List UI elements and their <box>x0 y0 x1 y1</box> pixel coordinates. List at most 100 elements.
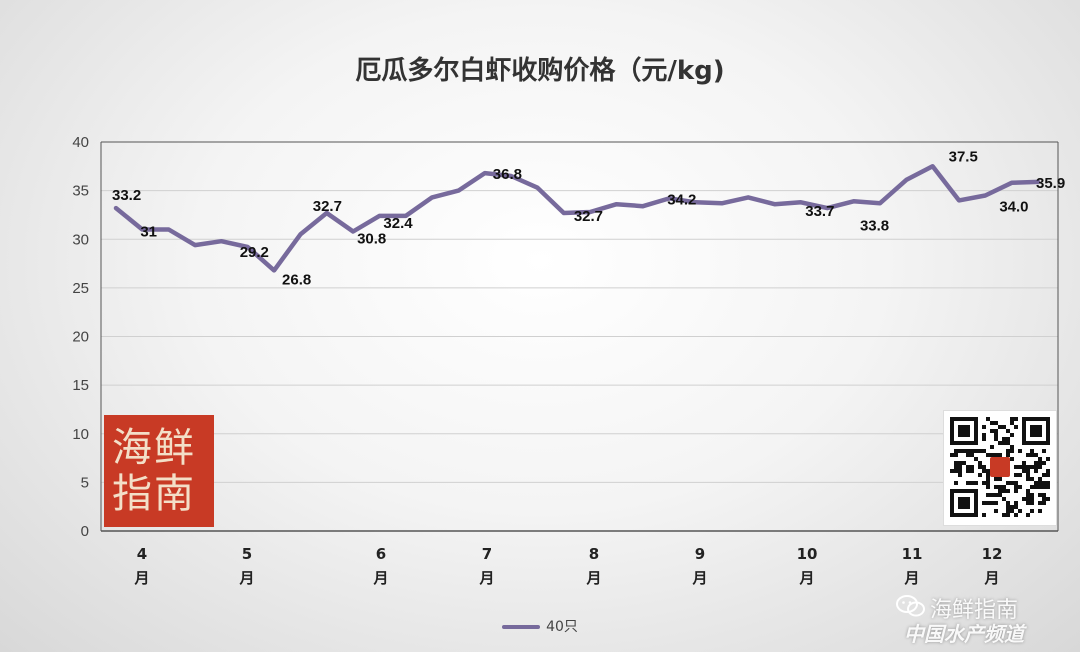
qr-module <box>1002 425 1006 429</box>
x-tick-unit: 月 <box>238 569 254 587</box>
qr-module <box>990 501 994 505</box>
data-label: 26.8 <box>282 271 311 288</box>
x-tick-month: 12 <box>982 545 1003 563</box>
y-tick-label: 30 <box>72 231 89 248</box>
qr-module <box>998 453 1002 457</box>
qr-module <box>1030 493 1034 497</box>
qr-module <box>1002 489 1006 493</box>
qr-module <box>1014 473 1018 477</box>
qr-module <box>1030 509 1034 513</box>
qr-module <box>994 433 998 437</box>
qr-module <box>1006 429 1010 433</box>
qr-module <box>1022 497 1026 501</box>
qr-module <box>1006 501 1010 505</box>
qr-module <box>990 493 994 497</box>
qr-module <box>1018 465 1022 469</box>
qr-module <box>970 469 974 473</box>
qr-module <box>1046 469 1050 473</box>
qr-module <box>978 465 982 469</box>
data-label: 34.0 <box>999 198 1028 215</box>
qr-module <box>1030 477 1034 481</box>
x-tick-unit: 月 <box>983 569 999 587</box>
qr-module <box>1014 501 1018 505</box>
qr-module <box>1030 485 1034 489</box>
qr-module <box>970 453 974 457</box>
qr-module <box>986 493 990 497</box>
qr-module <box>998 425 1002 429</box>
qr-module <box>1018 473 1022 477</box>
qr-module <box>1014 425 1018 429</box>
qr-module <box>986 469 990 473</box>
haixian-zhinan-logo: 海鲜指南 <box>104 415 214 527</box>
qr-module <box>990 453 994 457</box>
data-label: 29.2 <box>240 244 269 261</box>
data-label: 37.5 <box>949 148 978 165</box>
qr-module <box>958 461 962 465</box>
legend-label: 40只 <box>546 619 578 635</box>
x-tick-month: 7 <box>482 545 492 563</box>
qr-module <box>1046 485 1050 489</box>
qr-module <box>994 453 998 457</box>
qr-module <box>1034 469 1038 473</box>
qr-module <box>966 449 970 453</box>
x-tick-unit: 月 <box>903 569 919 587</box>
data-label: 30.8 <box>357 230 386 247</box>
qr-module <box>1006 489 1010 493</box>
data-labels: 33.2 31 29.2 26.8 32.7 30.832.4 36.8 32.7 34.2 33… <box>112 148 1065 288</box>
qr-module <box>1014 481 1018 485</box>
y-tick-label: 0 <box>81 523 89 540</box>
qr-module <box>954 449 958 453</box>
qr-module <box>1010 417 1014 421</box>
qr-module <box>1002 437 1006 441</box>
qr-module <box>1038 457 1042 461</box>
qr-module <box>978 461 982 465</box>
qr-module <box>958 465 962 469</box>
qr-module <box>966 465 970 469</box>
qr-module <box>1010 449 1014 453</box>
qr-module <box>982 425 986 429</box>
qr-module <box>986 473 990 477</box>
qr-module <box>986 501 990 505</box>
logo-text: 海鲜指南 <box>112 425 196 517</box>
qr-module <box>998 441 1002 445</box>
qr-module <box>1022 469 1026 473</box>
qr-module <box>1014 485 1018 489</box>
qr-module <box>958 449 962 453</box>
qr-module <box>982 465 986 469</box>
qr-module <box>1042 473 1046 477</box>
qr-finder-core <box>1030 425 1042 437</box>
qr-finder-core <box>958 497 970 509</box>
x-tick-month: 10 <box>797 545 818 563</box>
qr-module <box>994 477 998 481</box>
qr-module <box>966 469 970 473</box>
wechat-icon <box>896 595 925 617</box>
series-line-40zhi <box>113 164 1041 273</box>
x-tick-unit: 月 <box>798 569 814 587</box>
qr-module <box>994 509 998 513</box>
qr-module <box>986 417 990 421</box>
qr-module <box>1014 513 1018 517</box>
qr-module <box>954 465 958 469</box>
data-label: 31 <box>140 224 157 241</box>
qr-module <box>1006 481 1010 485</box>
qr-module <box>1014 489 1018 493</box>
x-tick-unit: 月 <box>133 569 149 587</box>
qr-module <box>1042 501 1046 505</box>
qr-module <box>970 481 974 485</box>
qr-module <box>1042 485 1046 489</box>
qr-module <box>982 513 986 517</box>
x-tick-month: 9 <box>695 545 705 563</box>
qr-module <box>1034 453 1038 457</box>
data-label: 33.2 <box>112 187 141 204</box>
qr-module <box>1042 497 1046 501</box>
qr-module <box>1042 481 1046 485</box>
qr-module <box>958 473 962 477</box>
data-label: 33.7 <box>805 203 834 220</box>
qr-module <box>982 481 986 485</box>
qr-module <box>974 457 978 461</box>
qr-finder-core <box>958 425 970 437</box>
qr-module <box>1026 477 1030 481</box>
qr-module <box>1026 493 1030 497</box>
legend: 40只 <box>0 616 1080 636</box>
